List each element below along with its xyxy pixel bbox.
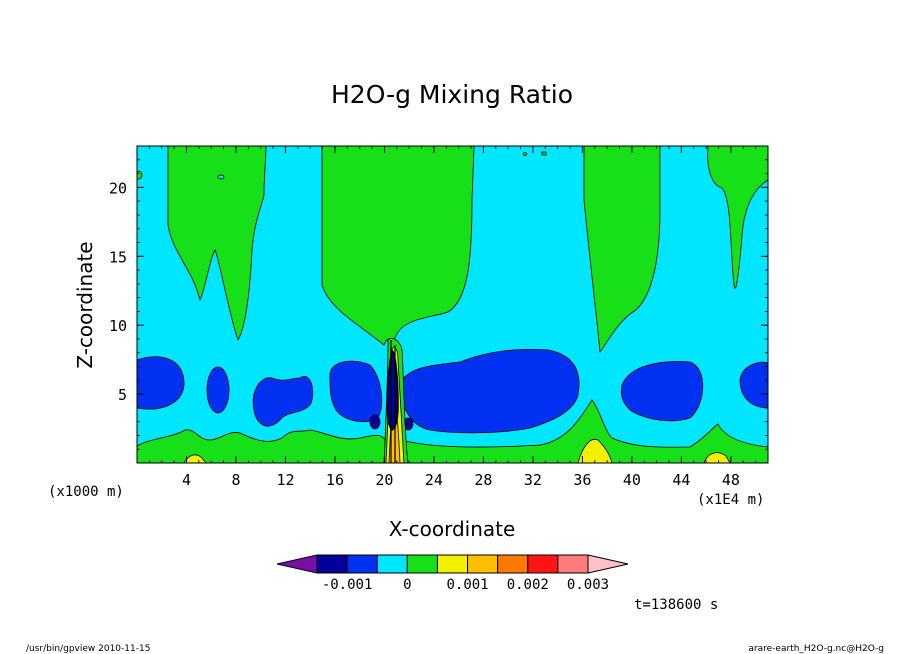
x-tick-label: 4 [182, 471, 191, 489]
colorbar-label: 0.002 [507, 577, 549, 593]
x-tick-label: 32 [524, 471, 542, 489]
y-axis-ticks: 5 10 15 20 [109, 145, 768, 464]
x-axis-label: X-coordinate [389, 517, 516, 541]
blue-pocket-6 [620, 361, 704, 422]
colorbar-swatch [467, 554, 499, 574]
blue-pocket-3 [252, 376, 314, 427]
colorbar-swatch [497, 554, 529, 574]
x-tick-label: 12 [276, 471, 294, 489]
small-contour-4 [137, 170, 143, 180]
colorbar-label: 0 [403, 577, 411, 593]
footer-right: arare-earth_H2O-g.nc@H2O-g [748, 644, 884, 654]
small-contour-1 [217, 174, 225, 180]
blue-pocket-1 [137, 356, 185, 410]
green-plume-right [583, 146, 661, 353]
colorbar-swatch [557, 554, 589, 574]
x-tick-label: 48 [722, 471, 740, 489]
green-plume-left [167, 146, 267, 341]
colorbar-label: 0.003 [567, 577, 609, 593]
x-tick-label: 24 [425, 471, 443, 489]
x-tick-label: 28 [474, 471, 492, 489]
chart-title: H2O-g Mixing Ratio [331, 80, 573, 109]
green-plume-far-right [707, 146, 768, 289]
surface-yellow-1 [183, 454, 207, 463]
x-tick-label: 20 [375, 471, 393, 489]
colorbar-high-triangle [587, 554, 629, 574]
x-unit-label: (x1000 m) [48, 484, 124, 500]
blue-pocket-5 [399, 348, 580, 434]
x-tick-label: 40 [623, 471, 641, 489]
colorbar-label: 0.001 [446, 577, 488, 593]
colorbar-swatch [346, 554, 378, 574]
blue-pocket-7 [739, 361, 768, 409]
y-tick-label: 10 [109, 317, 127, 335]
colorbar-swatch [316, 554, 348, 574]
time-label: t=138600 s [634, 597, 718, 613]
blue-pocket-4 [329, 360, 383, 423]
x-tick-label: 16 [326, 471, 344, 489]
plot-frame [136, 145, 769, 464]
colorbar-swatch [436, 554, 469, 574]
x-tick-label: 44 [672, 471, 690, 489]
colorbar-label: -0.001 [322, 577, 373, 593]
colorbar-low-triangle [276, 554, 318, 574]
surface-yellow-2 [577, 438, 613, 463]
core-left [369, 414, 381, 430]
x-axis-ticks: 4 8 12 16 20 24 28 32 36 40 44 48 [136, 146, 769, 489]
colorbar-swatch [376, 554, 408, 574]
x-tick-label: 36 [573, 471, 591, 489]
colorbar: -0.001 0 0.001 0.002 0.003 [276, 554, 629, 593]
small-contour-3 [523, 152, 527, 156]
green-plume-center [321, 146, 475, 346]
blue-pocket-2 [206, 366, 230, 414]
colorbar-swatch [406, 554, 438, 574]
small-contour-2 [541, 151, 547, 156]
x-scale-note: (x1E4 m) [697, 492, 764, 508]
y-tick-label: 15 [109, 248, 127, 266]
x-tick-label: 8 [231, 471, 240, 489]
footer-left: /usr/bin/gpview 2010-11-15 [26, 644, 150, 654]
colorbar-swatch [527, 554, 559, 574]
y-axis-label: Z-coordinate [73, 241, 97, 368]
surface-yellow-3 [703, 452, 731, 463]
y-tick-label: 5 [118, 386, 127, 404]
y-tick-label: 20 [109, 179, 127, 197]
